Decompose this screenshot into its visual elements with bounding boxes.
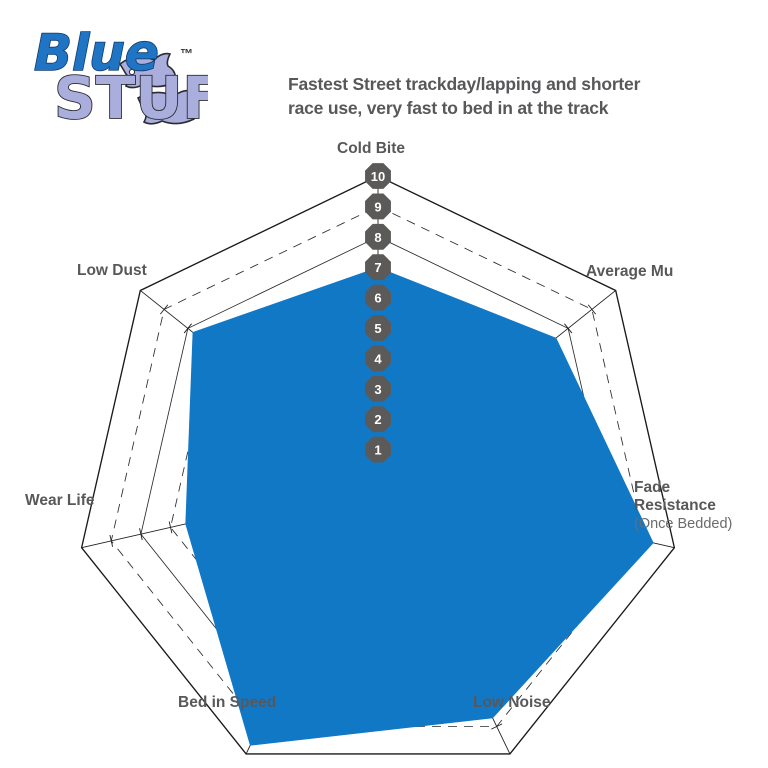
axis-label-low-dust: Low Dust [77,262,147,281]
axis-label-low-noise: Low Noise [473,694,551,713]
radar-tick-5-9 [109,534,114,547]
scale-badge-shape-4 [365,345,391,372]
scale-badge-label-3: 3 [374,382,381,397]
scale-badge-label-7: 7 [374,260,381,275]
radar-series-polygon [185,267,654,746]
chart-title-line-1: Fastest Street trackday/lapping and shor… [288,74,641,94]
chart-title-line-2: race use, very fast to bed in at the tra… [288,98,609,119]
axis-label-wear-life-text: Wear Life [25,492,95,509]
axis-label-average-mu: Average Mu [586,263,673,282]
logo-word-blue: Blue [34,24,159,82]
scale-badge-shape-8 [365,223,391,250]
radar-ring-10 [80,175,676,755]
radar-tick-3-9 [491,723,503,730]
scale-badge-shape-5 [365,315,391,341]
radar-tick-1-8 [564,323,573,334]
scale-badge-8: 8 [365,223,391,250]
axis-label-fade-resistance-line1: Fade [634,479,671,496]
radar-tick-6-9 [159,304,169,315]
axis-label-bed-in-speed: Bed in Speed [178,694,276,713]
axis-label-low-noise-text: Low Noise [473,694,551,711]
chart-title: Fastest Street trackday/lapping and shor… [288,72,688,120]
scale-badge-7: 7 [365,254,391,281]
scale-badge-2: 2 [365,406,391,433]
axis-label-wear-life: Wear Life [25,492,95,511]
scale-badge-6: 6 [365,284,391,311]
radar-tick-5-8 [139,528,143,541]
scale-badge-shape-1 [365,436,391,463]
brand-logo: Blue STUFF ™ [28,24,208,134]
scale-badge-4: 4 [365,345,391,372]
brand-logo-svg: Blue STUFF ™ [33,24,208,133]
scale-badge-label-2: 2 [374,412,381,427]
axis-label-cold-bite-text: Cold Bite [337,140,406,157]
scale-badge-label-6: 6 [374,291,381,306]
radar-tick-6-8 [183,323,192,334]
scale-badge-label-5: 5 [374,321,381,336]
scale-badge-shape-7 [365,254,391,281]
scale-badge-9: 9 [365,193,391,220]
logo-fish-shapes [118,52,197,125]
axis-label-low-dust-text: Low Dust [77,262,147,279]
scale-badge-label-10: 10 [371,169,385,184]
axis-label-fade-resistance: Fade Resistance (Once Bedded) [634,479,732,533]
logo-word-stuff: STUFF [54,64,208,132]
scale-badge-10: 10 [365,163,391,189]
axis-label-bed-in-speed-text: Bed in Speed [178,694,277,711]
radar-series-blue-stuff [185,267,654,746]
scale-badge-shape-3 [365,375,391,402]
scale-badge-shape-6 [365,284,391,311]
axis-label-fade-resistance-sub: (Once Bedded) [634,515,733,532]
scale-badge-3: 3 [365,375,391,402]
trademark-symbol: ™ [180,46,193,61]
scale-badge-label-1: 1 [374,443,381,458]
scale-badge-shape-9 [365,193,391,220]
scale-badge-shape-10 [365,163,391,189]
axis-label-cold-bite: Cold Bite [337,140,405,159]
scale-badge-label-8: 8 [374,230,381,245]
scale-badge-5: 5 [365,315,391,341]
scale-badge-label-9: 9 [374,199,381,214]
radar-ring-9 [110,205,646,727]
axis-label-average-mu-text: Average Mu [586,263,674,280]
radar-tick-5-7 [168,521,173,534]
radar-scale-badges: 1 2 3 4 5 6 7 8 9 10 [365,163,391,463]
scale-badge-label-4: 4 [374,351,382,366]
scale-badge-1: 1 [365,436,391,463]
axis-label-fade-resistance-line2: Resistance [634,497,716,515]
scale-badge-shape-2 [365,406,391,433]
radar-tick-1-9 [587,304,597,315]
